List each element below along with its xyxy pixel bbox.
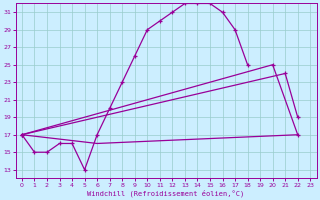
X-axis label: Windchill (Refroidissement éolien,°C): Windchill (Refroidissement éolien,°C) xyxy=(87,189,245,197)
